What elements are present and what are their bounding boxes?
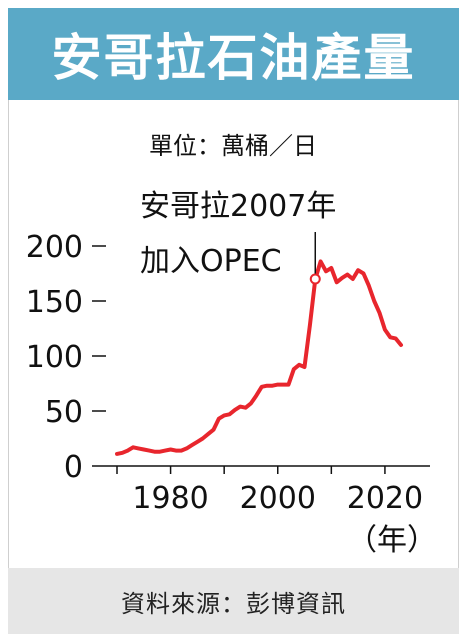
y-tick-label: 100 (26, 340, 83, 375)
y-tick-label: 150 (26, 285, 83, 320)
annotation-text-line1: 安哥拉2007年 (140, 189, 336, 224)
footer: 資料來源：彭博資訊 (8, 568, 459, 634)
x-axis: 1980 2000 2020 (106, 465, 430, 516)
source-text: 資料來源：彭博資訊 (121, 589, 346, 618)
annotation-text-line2: 加入OPEC (140, 244, 282, 279)
annotation-marker (309, 273, 321, 285)
y-tick-label: 0 (64, 450, 83, 485)
unit-label: 單位：萬桶／日 (149, 132, 317, 160)
x-tick-label: 1980 (132, 481, 208, 516)
y-axis: 0 50 100 150 200 (26, 230, 106, 485)
chart-title: 安哥拉石油產量 (51, 29, 416, 87)
x-tick-label: 2000 (240, 481, 316, 516)
series-line-oil-production (115, 259, 403, 456)
title-bar: 安哥拉石油產量 (8, 8, 459, 100)
x-axis-unit-label: （年） (347, 523, 437, 558)
x-tick-label: 2020 (347, 481, 423, 516)
y-tick-label: 50 (45, 395, 83, 430)
y-tick-label: 200 (26, 230, 83, 265)
